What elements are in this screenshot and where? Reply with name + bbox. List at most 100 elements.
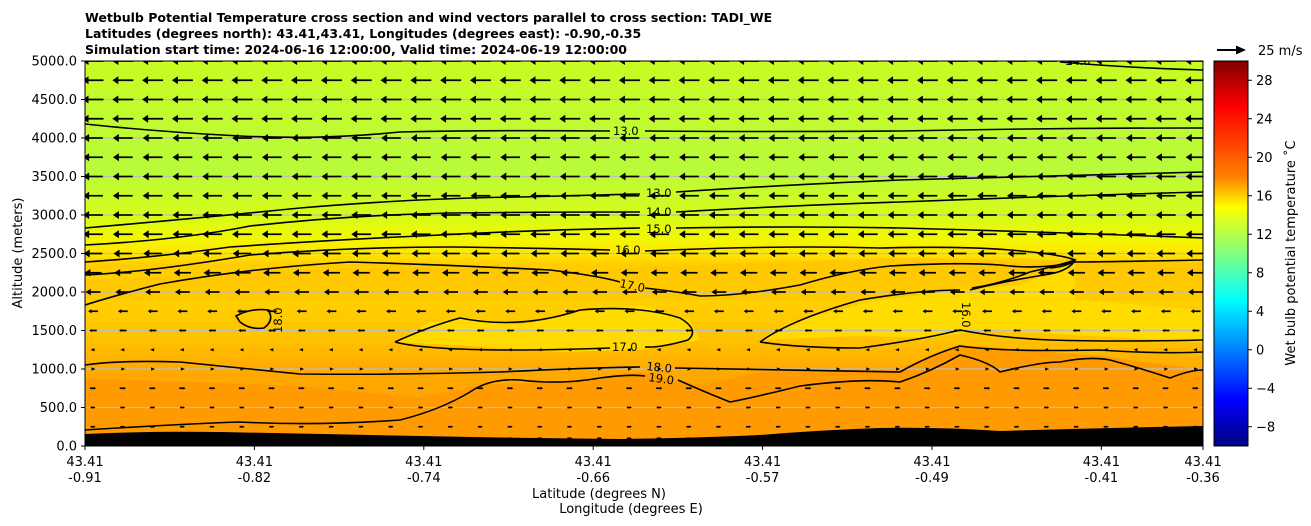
wind-arrowhead-icon — [828, 230, 835, 239]
wind-arrowhead-icon — [857, 134, 864, 142]
wind-arrowhead-icon — [947, 230, 954, 239]
wind-arrowhead-icon — [302, 386, 305, 390]
wind-arrowhead-icon — [779, 406, 781, 409]
wind-arrowhead-icon — [947, 172, 954, 181]
wind-arrowhead-icon — [183, 425, 185, 428]
wind-arrowhead-icon — [917, 172, 924, 181]
x-tick-label-lon: -0.74 — [407, 471, 441, 486]
wind-arrowhead-icon — [1041, 309, 1046, 314]
wind-arrowhead-icon — [530, 153, 537, 162]
wind-arrow-icon — [1103, 348, 1108, 352]
wind-arrowhead-icon — [1125, 114, 1132, 123]
wind-key-label: 25 m/s — [1258, 44, 1303, 59]
wind-arrowhead-icon — [767, 95, 774, 104]
wind-arrowhead-icon — [351, 191, 358, 200]
wind-arrow-icon — [1014, 348, 1019, 352]
wind-arrowhead-icon — [887, 172, 894, 181]
wind-arrowhead-icon — [294, 288, 300, 296]
colorbar-gradient — [1214, 61, 1248, 446]
wind-arrowhead-icon — [1096, 191, 1103, 200]
wind-arrowhead-icon — [621, 288, 628, 296]
wind-arrowhead-icon — [918, 268, 925, 277]
x-tick-label-lat: 43.41 — [66, 455, 103, 470]
wind-arrowhead-icon — [947, 153, 954, 162]
wind-arrowhead-icon — [1128, 288, 1134, 296]
wind-arrowhead-icon — [892, 309, 897, 314]
wind-arrowhead-icon — [710, 268, 717, 277]
wind-arrowhead-icon — [143, 249, 150, 258]
wind-arrowhead-icon — [535, 309, 539, 314]
wind-arrowhead-icon — [481, 406, 483, 409]
x-tick-label-lon: -0.66 — [576, 471, 610, 486]
wind-arrowhead-icon — [1036, 61, 1043, 65]
y-tick-label: 0.0 — [56, 440, 77, 455]
wind-arrowhead-icon — [85, 76, 89, 85]
wind-arrowhead-icon — [380, 76, 387, 85]
wind-arrowhead-icon — [237, 309, 241, 314]
wind-arrowhead-icon — [779, 386, 782, 390]
wind-arrowhead-icon — [142, 134, 149, 142]
wind-arrowhead-icon — [1036, 230, 1043, 239]
wind-arrowhead-icon — [321, 134, 328, 142]
wind-arrowhead-icon — [1126, 172, 1133, 181]
wind-arrowhead-icon — [540, 425, 543, 428]
wind-arrowhead-icon — [440, 114, 447, 123]
wind-arrowhead-icon — [946, 114, 953, 123]
wind-arrowhead-icon — [232, 134, 239, 142]
wind-arrowhead-icon — [85, 61, 89, 65]
x-tick-label-lat: 43.41 — [236, 455, 273, 470]
wind-arrowhead-icon — [540, 406, 543, 409]
contour-17-pocket — [394, 307, 694, 351]
wind-arrowhead-icon — [589, 95, 596, 104]
wind-arrowhead-icon — [172, 211, 179, 219]
wind-arrowhead-icon — [898, 406, 901, 409]
wind-arrow-icon — [300, 367, 305, 371]
wind-arrowhead-icon — [738, 172, 745, 181]
contour-14-top — [1059, 61, 1203, 71]
wind-arrowhead-icon — [590, 249, 597, 258]
wind-arrowhead-icon — [351, 134, 358, 142]
wind-arrowhead-icon — [208, 328, 212, 333]
wind-arrowhead-icon — [297, 328, 301, 333]
wind-arrowhead-icon — [234, 288, 240, 296]
x-tick-label-lon: -0.57 — [746, 471, 780, 486]
wind-arrowhead-icon — [85, 172, 90, 181]
wind-arrow-icon — [836, 367, 841, 371]
wind-arrowhead-icon — [987, 386, 991, 390]
wind-arrow-icon — [806, 367, 811, 371]
wind-arrowhead-icon — [142, 191, 149, 200]
wind-arrow-icon — [180, 367, 185, 371]
wind-arrow-icon — [121, 367, 126, 371]
x-tick-label-lat: 43.41 — [1184, 455, 1221, 470]
wind-arrow-icon — [1073, 348, 1078, 352]
colorbar-tick-label: 16 — [1256, 189, 1273, 204]
wind-arrowhead-icon — [172, 191, 179, 200]
wind-arrowhead-icon — [648, 61, 655, 65]
wind-arrowhead-icon — [1156, 249, 1163, 258]
wind-arrowhead-icon — [173, 249, 180, 258]
wind-arrowhead-icon — [619, 211, 626, 219]
wind-arrowhead-icon — [499, 61, 506, 65]
wind-arrowhead-icon — [559, 134, 566, 142]
wind-arrowhead-icon — [1188, 288, 1194, 296]
wind-arrowhead-icon — [500, 211, 507, 219]
wind-arrowhead-icon — [887, 230, 894, 239]
wind-arrowhead-icon — [589, 211, 596, 219]
wind-arrowhead-icon — [1011, 309, 1016, 314]
wind-arrowhead-icon — [887, 134, 894, 142]
wind-arrowhead-icon — [202, 191, 209, 200]
wind-arrowhead-icon — [242, 425, 245, 428]
wind-arrowhead-icon — [1096, 230, 1103, 239]
wind-arrowhead-icon — [619, 172, 626, 181]
wind-arrowhead-icon — [570, 425, 573, 428]
wind-arrowhead-icon — [153, 425, 156, 428]
wind-arrowhead-icon — [380, 95, 387, 104]
contour-label-19: 19.0 — [648, 370, 675, 387]
wind-arrowhead-icon — [738, 230, 745, 239]
wind-arrowhead-icon — [868, 406, 871, 409]
wind-arrow-icon — [359, 367, 364, 371]
wind-arrowhead-icon — [862, 309, 867, 314]
wind-arrowhead-icon — [566, 328, 569, 333]
terrain — [85, 426, 1203, 446]
wind-arrowhead-icon — [749, 406, 752, 409]
